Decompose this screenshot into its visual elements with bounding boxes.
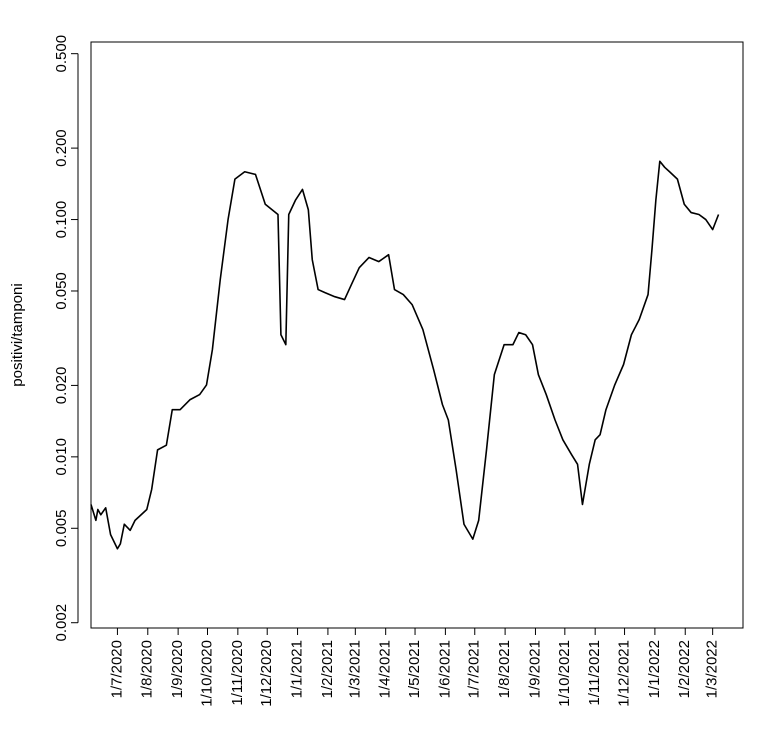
x-tick-label: 1/9/2021 (526, 640, 543, 698)
y-tick-label: 0.200 (53, 129, 70, 167)
x-tick-label: 1/3/2022 (704, 640, 721, 698)
x-tick-label: 1/11/2020 (229, 640, 246, 706)
plot-frame (90, 41, 744, 629)
x-tick-label: 1/6/2021 (436, 640, 453, 698)
y-tick-label: 0.005 (53, 510, 70, 548)
x-tick-label: 1/4/2021 (377, 640, 394, 698)
x-tick-label: 1/12/2020 (258, 640, 275, 707)
x-tick-label: 1/7/2021 (466, 640, 483, 698)
x-tick-label: 1/12/2021 (616, 640, 633, 707)
x-tick-label: 1/9/2020 (169, 640, 186, 698)
y-tick-label: 0.002 (53, 604, 70, 642)
x-tick-label: 1/11/2021 (586, 640, 603, 706)
y-tick-label: 0.020 (53, 367, 70, 405)
y-tick-label: 0.500 (53, 35, 70, 73)
x-tick-label: 1/1/2021 (289, 640, 306, 698)
x-tick-label: 1/10/2020 (198, 640, 215, 707)
x-tick-label: 1/1/2022 (646, 640, 663, 698)
y-tick-label: 0.100 (53, 201, 70, 239)
y-axis-label: positivi/tamponi (9, 283, 26, 386)
x-tick-label: 1/5/2021 (406, 640, 423, 698)
x-tick-label: 1/2/2021 (319, 640, 336, 698)
y-tick-label: 0.050 (53, 272, 70, 310)
data-line (90, 160, 720, 550)
x-tick-label: 1/10/2021 (556, 640, 573, 707)
x-tick-label: 1/8/2020 (139, 640, 156, 698)
x-tick-label: 1/8/2021 (496, 640, 513, 698)
x-tick-label: 1/3/2021 (346, 640, 363, 698)
x-tick-label: 1/2/2022 (676, 640, 693, 698)
y-tick-label: 0.010 (53, 438, 70, 476)
x-tick-label: 1/7/2020 (108, 640, 125, 698)
